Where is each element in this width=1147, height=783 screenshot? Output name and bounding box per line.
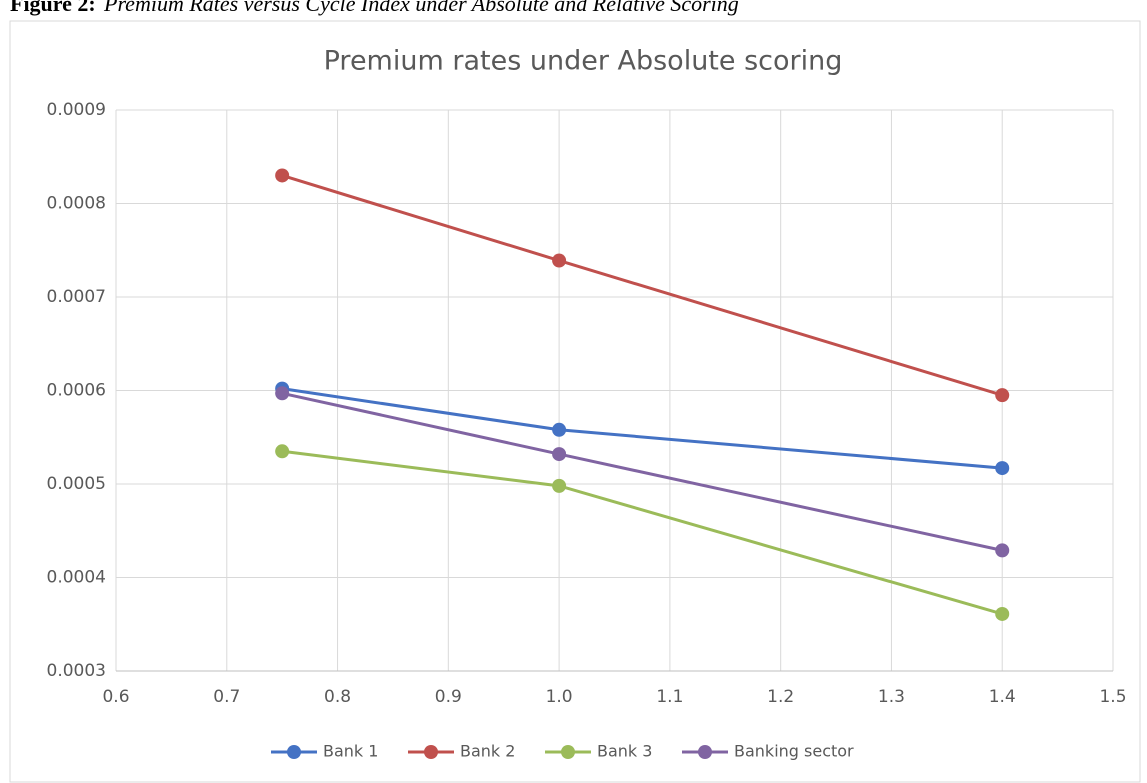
y-tick-label: 0.0003 (47, 661, 106, 681)
data-point (552, 478, 567, 493)
y-tick-label: 0.0006 (47, 381, 106, 401)
legend-swatch (287, 745, 301, 759)
x-tick-label: 0.9 (435, 687, 462, 707)
x-tick-label: 1.5 (1099, 687, 1126, 707)
data-point (995, 388, 1010, 403)
y-tick-label: 0.0007 (47, 287, 106, 307)
x-tick-label: 1.1 (656, 687, 683, 707)
data-point (275, 444, 290, 459)
data-point (552, 253, 567, 268)
data-point (275, 386, 290, 401)
y-tick-label: 0.0005 (47, 474, 106, 494)
x-tick-label: 1.0 (546, 687, 573, 707)
x-tick-label: 0.8 (324, 687, 351, 707)
y-tick-label: 0.0009 (47, 100, 106, 120)
x-tick-label: 0.6 (102, 687, 129, 707)
caption-text: Premium Rates versus Cycle Index under A… (103, 0, 739, 16)
x-tick-label: 1.2 (767, 687, 794, 707)
legend-label: Bank 1 (323, 742, 378, 761)
x-tick-label: 1.4 (989, 687, 1016, 707)
legend-label: Banking sector (734, 742, 854, 761)
data-point (552, 422, 567, 437)
chart-border (9, 20, 1141, 783)
data-point (552, 447, 567, 462)
caption-label: Figure 2: (10, 0, 96, 16)
y-tick-label: 0.0008 (47, 194, 106, 214)
legend-swatch (561, 745, 575, 759)
legend-label: Bank 3 (597, 742, 652, 761)
legend-swatch (698, 745, 712, 759)
x-tick-label: 0.7 (213, 687, 240, 707)
data-point (275, 168, 290, 183)
x-tick-label: 1.3 (878, 687, 905, 707)
data-point (995, 461, 1010, 476)
chart-title: Premium rates under Absolute scoring (324, 46, 843, 77)
legend-label: Bank 2 (460, 742, 515, 761)
data-point (995, 606, 1010, 621)
legend-swatch (424, 745, 438, 759)
data-point (995, 543, 1010, 558)
y-tick-label: 0.0004 (47, 568, 106, 588)
